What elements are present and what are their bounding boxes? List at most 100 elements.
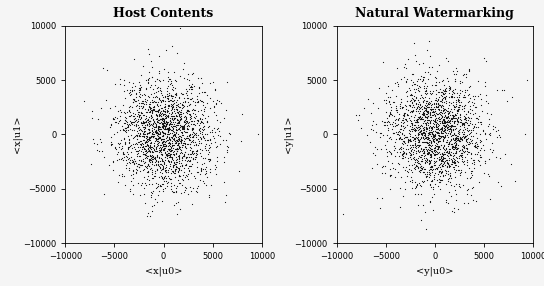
Point bbox=[159, 166, 168, 171]
Point bbox=[161, 131, 170, 136]
Point bbox=[171, 116, 180, 121]
Point bbox=[158, 124, 167, 129]
Point bbox=[184, 112, 193, 116]
Point bbox=[135, 88, 144, 93]
Point bbox=[476, 152, 485, 157]
Point bbox=[165, 119, 174, 123]
Point bbox=[160, 158, 169, 162]
Point bbox=[134, 140, 143, 144]
Point bbox=[421, 147, 430, 151]
Point bbox=[190, 139, 199, 144]
Point bbox=[180, 96, 188, 100]
Point bbox=[411, 160, 419, 165]
Point bbox=[159, 142, 168, 147]
Point bbox=[151, 163, 160, 168]
Point bbox=[442, 170, 450, 175]
Point bbox=[187, 85, 195, 89]
Point bbox=[461, 116, 469, 121]
Point bbox=[429, 150, 437, 155]
Point bbox=[193, 100, 202, 104]
Point bbox=[213, 159, 221, 163]
Point bbox=[163, 132, 172, 136]
Point bbox=[414, 165, 423, 169]
Point bbox=[185, 103, 194, 107]
Point bbox=[478, 129, 487, 134]
Point bbox=[163, 143, 172, 148]
Point bbox=[125, 138, 133, 142]
Point bbox=[484, 172, 493, 176]
Point bbox=[455, 173, 464, 178]
Point bbox=[210, 105, 219, 109]
Point bbox=[417, 116, 426, 120]
Point bbox=[161, 165, 170, 170]
Point bbox=[123, 110, 132, 115]
Point bbox=[157, 182, 166, 186]
Point bbox=[422, 140, 430, 145]
Point bbox=[174, 138, 182, 143]
Point bbox=[457, 118, 466, 123]
Point bbox=[172, 102, 181, 107]
Point bbox=[146, 145, 154, 150]
Point bbox=[135, 164, 144, 169]
Point bbox=[164, 146, 173, 151]
Point bbox=[154, 125, 163, 130]
Point bbox=[431, 124, 440, 128]
Point bbox=[154, 140, 163, 145]
Point bbox=[210, 125, 219, 130]
Point bbox=[180, 75, 188, 80]
Point bbox=[122, 157, 131, 162]
Point bbox=[443, 179, 452, 183]
Point bbox=[153, 112, 162, 117]
Point bbox=[111, 146, 120, 150]
Point bbox=[431, 166, 440, 171]
Point bbox=[177, 177, 186, 181]
Point bbox=[421, 114, 429, 119]
Point bbox=[428, 127, 436, 131]
Point bbox=[177, 106, 186, 111]
Point bbox=[146, 153, 155, 158]
Point bbox=[162, 122, 170, 127]
Point bbox=[429, 159, 438, 163]
Point bbox=[397, 123, 406, 127]
Point bbox=[455, 168, 463, 172]
Point bbox=[178, 127, 187, 131]
Point bbox=[413, 114, 422, 119]
Point bbox=[143, 173, 152, 178]
Point bbox=[170, 175, 179, 180]
Point bbox=[198, 120, 207, 125]
Point bbox=[140, 120, 149, 124]
Point bbox=[156, 131, 164, 136]
Point bbox=[431, 129, 440, 134]
Point bbox=[170, 162, 179, 167]
Point bbox=[140, 93, 149, 97]
Point bbox=[129, 142, 138, 146]
Point bbox=[143, 117, 152, 121]
Point bbox=[167, 103, 176, 108]
Point bbox=[124, 125, 133, 129]
Point bbox=[413, 160, 422, 165]
Point bbox=[191, 100, 200, 104]
Point bbox=[479, 148, 488, 152]
Point bbox=[453, 119, 462, 123]
Point bbox=[98, 66, 107, 71]
Point bbox=[131, 146, 139, 151]
Point bbox=[185, 109, 194, 114]
Point bbox=[406, 137, 415, 142]
Point bbox=[442, 158, 451, 163]
Point bbox=[160, 150, 169, 154]
Point bbox=[436, 186, 444, 191]
Point bbox=[196, 126, 205, 130]
Point bbox=[416, 149, 425, 154]
Point bbox=[467, 122, 476, 127]
Point bbox=[451, 162, 460, 167]
Point bbox=[121, 125, 129, 130]
Point bbox=[413, 135, 422, 139]
Point bbox=[143, 127, 152, 132]
Point bbox=[153, 125, 162, 129]
Point bbox=[491, 128, 500, 133]
Point bbox=[450, 132, 459, 137]
Point bbox=[120, 155, 128, 159]
Point bbox=[398, 146, 407, 150]
Point bbox=[154, 143, 163, 147]
Point bbox=[146, 134, 155, 138]
